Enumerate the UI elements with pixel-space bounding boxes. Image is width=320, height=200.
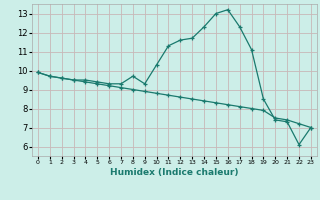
X-axis label: Humidex (Indice chaleur): Humidex (Indice chaleur)	[110, 168, 239, 177]
